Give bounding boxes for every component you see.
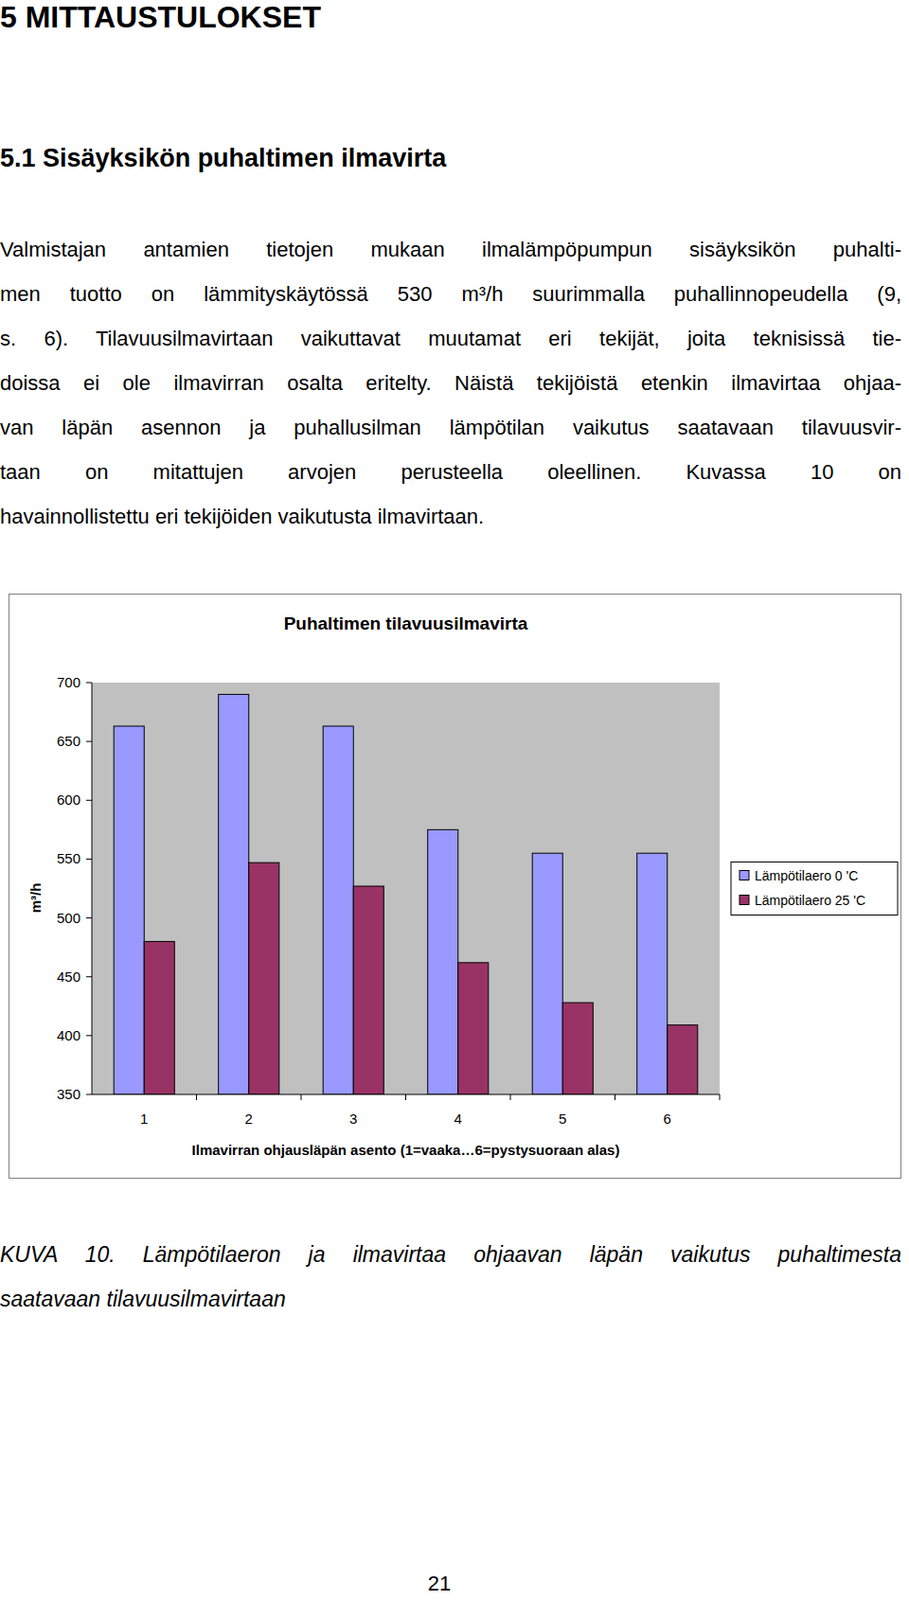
bar: [218, 694, 250, 1095]
x-tick-label: 6: [663, 1110, 672, 1127]
y-tick-label: 500: [56, 909, 81, 927]
y-tick-label: 550: [56, 850, 81, 867]
y-tick: [86, 1094, 92, 1096]
legend-swatch: [739, 871, 749, 881]
x-tick: [614, 1094, 616, 1101]
chart-frame: [9, 594, 902, 1179]
x-tick-label: 4: [454, 1110, 463, 1127]
caption: KUVA 10. Lämpötilaeron ja ilmavirtaa ohj…: [0, 1232, 902, 1322]
bar: [562, 1002, 593, 1095]
y-tick: [86, 682, 92, 684]
legend-box: [730, 862, 898, 916]
bars: [113, 694, 698, 1095]
bar: [322, 726, 354, 1095]
y-tick: [86, 858, 92, 860]
bar: [353, 886, 384, 1095]
plot-area: [91, 682, 720, 1095]
x-axis-title: Ilmavirran ohjausläpän asento (1=vaaka…6…: [192, 1141, 621, 1159]
bar: [637, 853, 668, 1095]
heading: 5 MITTAUSTULOKSET: [0, 0, 321, 36]
bar: [532, 853, 563, 1095]
bar: [458, 962, 489, 1095]
y-tick-label: 450: [56, 968, 81, 985]
text-line: Valmistajan antamien tietojen mukaan ilm…: [0, 227, 902, 272]
text-line: taan on mitattujen arvojen perusteella o…: [0, 449, 902, 495]
y-tick-label: 650: [56, 732, 81, 749]
paragraph: Valmistajan antamien tietojen mukaan ilm…: [0, 227, 902, 539]
text-line: doissa ei ole ilmavirran osalta eritelty…: [0, 360, 902, 406]
x-tick-label: 2: [245, 1110, 253, 1127]
text-line: men tuotto on lämmityskäytössä 530 m³/h …: [0, 271, 902, 317]
text-line: s. 6). Tilavuusilmavirtaan vaikuttavat m…: [0, 316, 902, 361]
y-tick: [86, 976, 92, 978]
bar: [143, 941, 175, 1095]
bar: [113, 726, 144, 1095]
x-tick-label: 1: [140, 1110, 148, 1127]
chart-title: Puhaltimen tilavuusilmavirta: [284, 613, 529, 634]
y-tick-label: 700: [56, 674, 81, 691]
y-tick-label: 600: [56, 791, 81, 808]
text-line: KUVA 10. Lämpötilaeron ja ilmavirtaa ohj…: [0, 1232, 902, 1278]
legend-swatch: [739, 895, 749, 906]
bar: [249, 862, 280, 1095]
x-tick-label: 5: [558, 1110, 567, 1127]
y-tick-label: 400: [56, 1027, 81, 1044]
x-tick: [405, 1094, 407, 1101]
x-tick: [719, 1094, 721, 1101]
y-tick: [86, 741, 92, 743]
y-axis-title: m³/h: [27, 883, 44, 914]
x-tick: [510, 1094, 512, 1101]
y-tick: [86, 1034, 92, 1036]
y-tick-label: 350: [56, 1086, 81, 1103]
bar: [667, 1025, 698, 1095]
page-number: 21: [0, 1571, 879, 1597]
x-tick-label: 3: [349, 1110, 357, 1127]
x-tick: [196, 1094, 197, 1101]
section-title: 5.1 Sisäyksikön puhaltimen ilmavirta: [0, 143, 446, 174]
y-tick: [86, 800, 92, 802]
text-line: havainnollistettu eri tekijöiden vaikutu…: [0, 494, 902, 539]
chart: Puhaltimen tilavuusilmavirta 350 400 450 500…: [8, 593, 902, 1179]
text-line: saatavaan tilavuusilmavirtaan: [0, 1277, 902, 1322]
y-axis: [91, 682, 93, 1095]
x-tick: [301, 1094, 303, 1101]
legend-label: Lämpötilaero 25 'C: [754, 892, 866, 909]
y-tick: [86, 917, 92, 919]
legend-label: Lämpötilaero 0 'C: [754, 868, 858, 884]
chart-svg: Puhaltimen tilavuusilmavirta 350 400 450 500…: [8, 593, 902, 1179]
bar: [427, 829, 459, 1095]
text-line: van läpän asennon ja puhallusilman lämpö…: [0, 405, 902, 450]
